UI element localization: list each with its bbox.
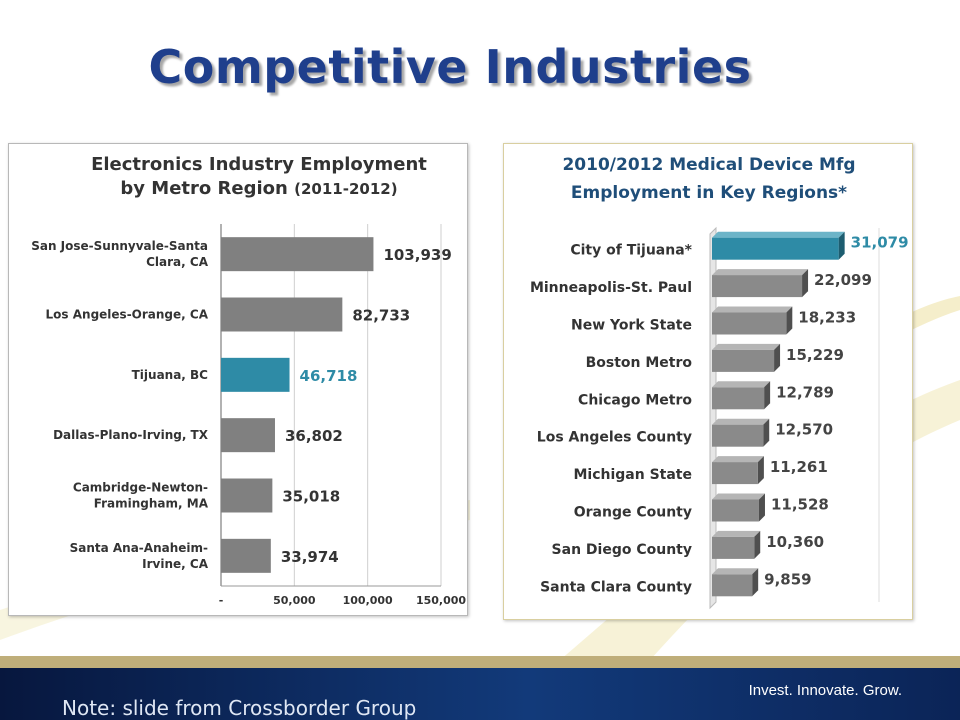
bar-side-face	[838, 231, 845, 260]
chart-title: 2010/2012 Medical Device Mfg	[562, 155, 855, 175]
bar-top-face	[712, 343, 781, 350]
category-label: Chicago Metro	[578, 392, 692, 408]
medical-device-employment-chart: 2010/2012 Medical Device Mfg Employment i…	[503, 143, 913, 620]
bar	[712, 312, 787, 335]
bar	[712, 499, 759, 522]
category-label-line: Irvine, CA	[142, 557, 209, 571]
category-label: New York State	[571, 318, 692, 334]
data-label: 35,018	[282, 488, 340, 506]
electronics-chart-svg: Electronics Industry Employment by Metro …	[31, 154, 466, 607]
bar-side-face	[763, 418, 770, 447]
category-label: San Jose-Sunnyvale-Santa Clara, CA	[31, 239, 208, 269]
category-label: San Diego County	[552, 542, 692, 558]
bar-top-face	[712, 418, 770, 425]
bar	[221, 418, 275, 453]
category-label: Cambridge-Newton- Framingham, MA	[73, 481, 209, 511]
bar-top-face	[712, 231, 845, 238]
slide-title: Competitive Industries	[148, 40, 752, 94]
bar-side-face	[786, 306, 793, 335]
bar	[221, 357, 290, 392]
data-label: 22,099	[814, 271, 872, 289]
footer-stripe	[0, 656, 960, 668]
bar	[221, 237, 374, 272]
bar	[712, 536, 755, 559]
data-label: 18,233	[798, 309, 856, 327]
bar	[712, 387, 765, 410]
category-label: Dallas-Plano-Irving, TX	[53, 428, 209, 442]
category-label: Boston Metro	[586, 355, 693, 371]
chart-title-line2: Employment in Key Regions*	[571, 183, 847, 203]
bar	[712, 462, 758, 485]
x-tick-label: -	[219, 594, 224, 607]
data-label: 11,528	[771, 496, 829, 514]
category-label-line: Framingham, MA	[94, 497, 209, 511]
bar-top-face	[712, 493, 765, 500]
bar-side-face	[802, 269, 809, 298]
category-label-line: Los Angeles-Orange, CA	[46, 308, 209, 322]
bar-side-face	[774, 343, 781, 372]
data-label: 46,718	[300, 367, 358, 385]
category-label: City of Tijuana*	[570, 243, 692, 259]
bar-side-face	[758, 493, 765, 522]
footer-bar	[0, 668, 960, 720]
category-label-line: San Jose-Sunnyvale-Santa	[31, 239, 208, 253]
x-tick-label: 100,000	[343, 594, 393, 607]
category-label: Santa Ana-Anaheim- Irvine, CA	[70, 541, 209, 571]
bar	[221, 297, 343, 332]
category-label-line: Santa Ana-Anaheim-	[70, 541, 208, 555]
category-label: Michigan State	[573, 467, 692, 483]
electronics-employment-chart: Electronics Industry Employment by Metro …	[8, 143, 468, 616]
bar-top-face	[712, 530, 761, 537]
bar-top-face	[712, 306, 793, 313]
data-label: 11,261	[770, 458, 828, 476]
category-label-line: Dallas-Plano-Irving, TX	[53, 428, 209, 442]
bar	[221, 478, 273, 513]
bar	[712, 574, 753, 597]
bar	[221, 538, 271, 573]
category-label: Los Angeles County	[537, 430, 692, 446]
data-label: 10,360	[766, 533, 824, 551]
category-label: Los Angeles-Orange, CA	[46, 308, 209, 322]
bar-side-face	[752, 568, 759, 597]
x-tick-label: 150,000	[416, 594, 466, 607]
data-label: 36,802	[285, 427, 343, 445]
bar-top-face	[712, 381, 771, 388]
footer-slogan: Invest. Innovate. Grow.	[748, 682, 902, 699]
data-label: 9,859	[764, 570, 811, 588]
bar	[712, 275, 803, 298]
bar	[712, 237, 839, 260]
bar	[712, 424, 764, 447]
bar-side-face	[754, 530, 761, 559]
category-label-line: Clara, CA	[146, 255, 209, 269]
data-label: 15,229	[786, 346, 844, 364]
medical-device-chart-svg: 2010/2012 Medical Device Mfg Employment i…	[530, 155, 909, 610]
data-label: 31,079	[851, 234, 909, 252]
data-label: 103,939	[383, 246, 451, 264]
footer-note: Note: slide from Crossborder Group	[62, 696, 417, 720]
bar-side-face	[757, 456, 764, 485]
category-label-line: Tijuana, BC	[132, 368, 209, 382]
x-tick-label: 50,000	[273, 594, 316, 607]
bar	[712, 349, 775, 372]
chart-title-line2: by Metro Region (2011-2012)	[120, 178, 397, 199]
category-label: Minneapolis-St. Paul	[530, 280, 692, 296]
data-label: 33,974	[281, 548, 339, 566]
chart-title: Electronics Industry Employment	[91, 154, 427, 175]
bar-top-face	[712, 269, 809, 276]
data-label: 12,789	[776, 383, 834, 401]
bar-top-face	[712, 568, 759, 575]
category-label-line: Cambridge-Newton-	[73, 481, 208, 495]
bar-side-face	[764, 381, 771, 410]
data-label: 82,733	[352, 307, 410, 325]
bar-top-face	[712, 456, 764, 463]
category-label: Orange County	[574, 505, 692, 521]
data-label: 12,570	[775, 421, 833, 439]
category-label: Santa Clara County	[540, 579, 692, 595]
chart-title-period: (2011-2012)	[294, 180, 397, 198]
category-label: Tijuana, BC	[132, 368, 209, 382]
